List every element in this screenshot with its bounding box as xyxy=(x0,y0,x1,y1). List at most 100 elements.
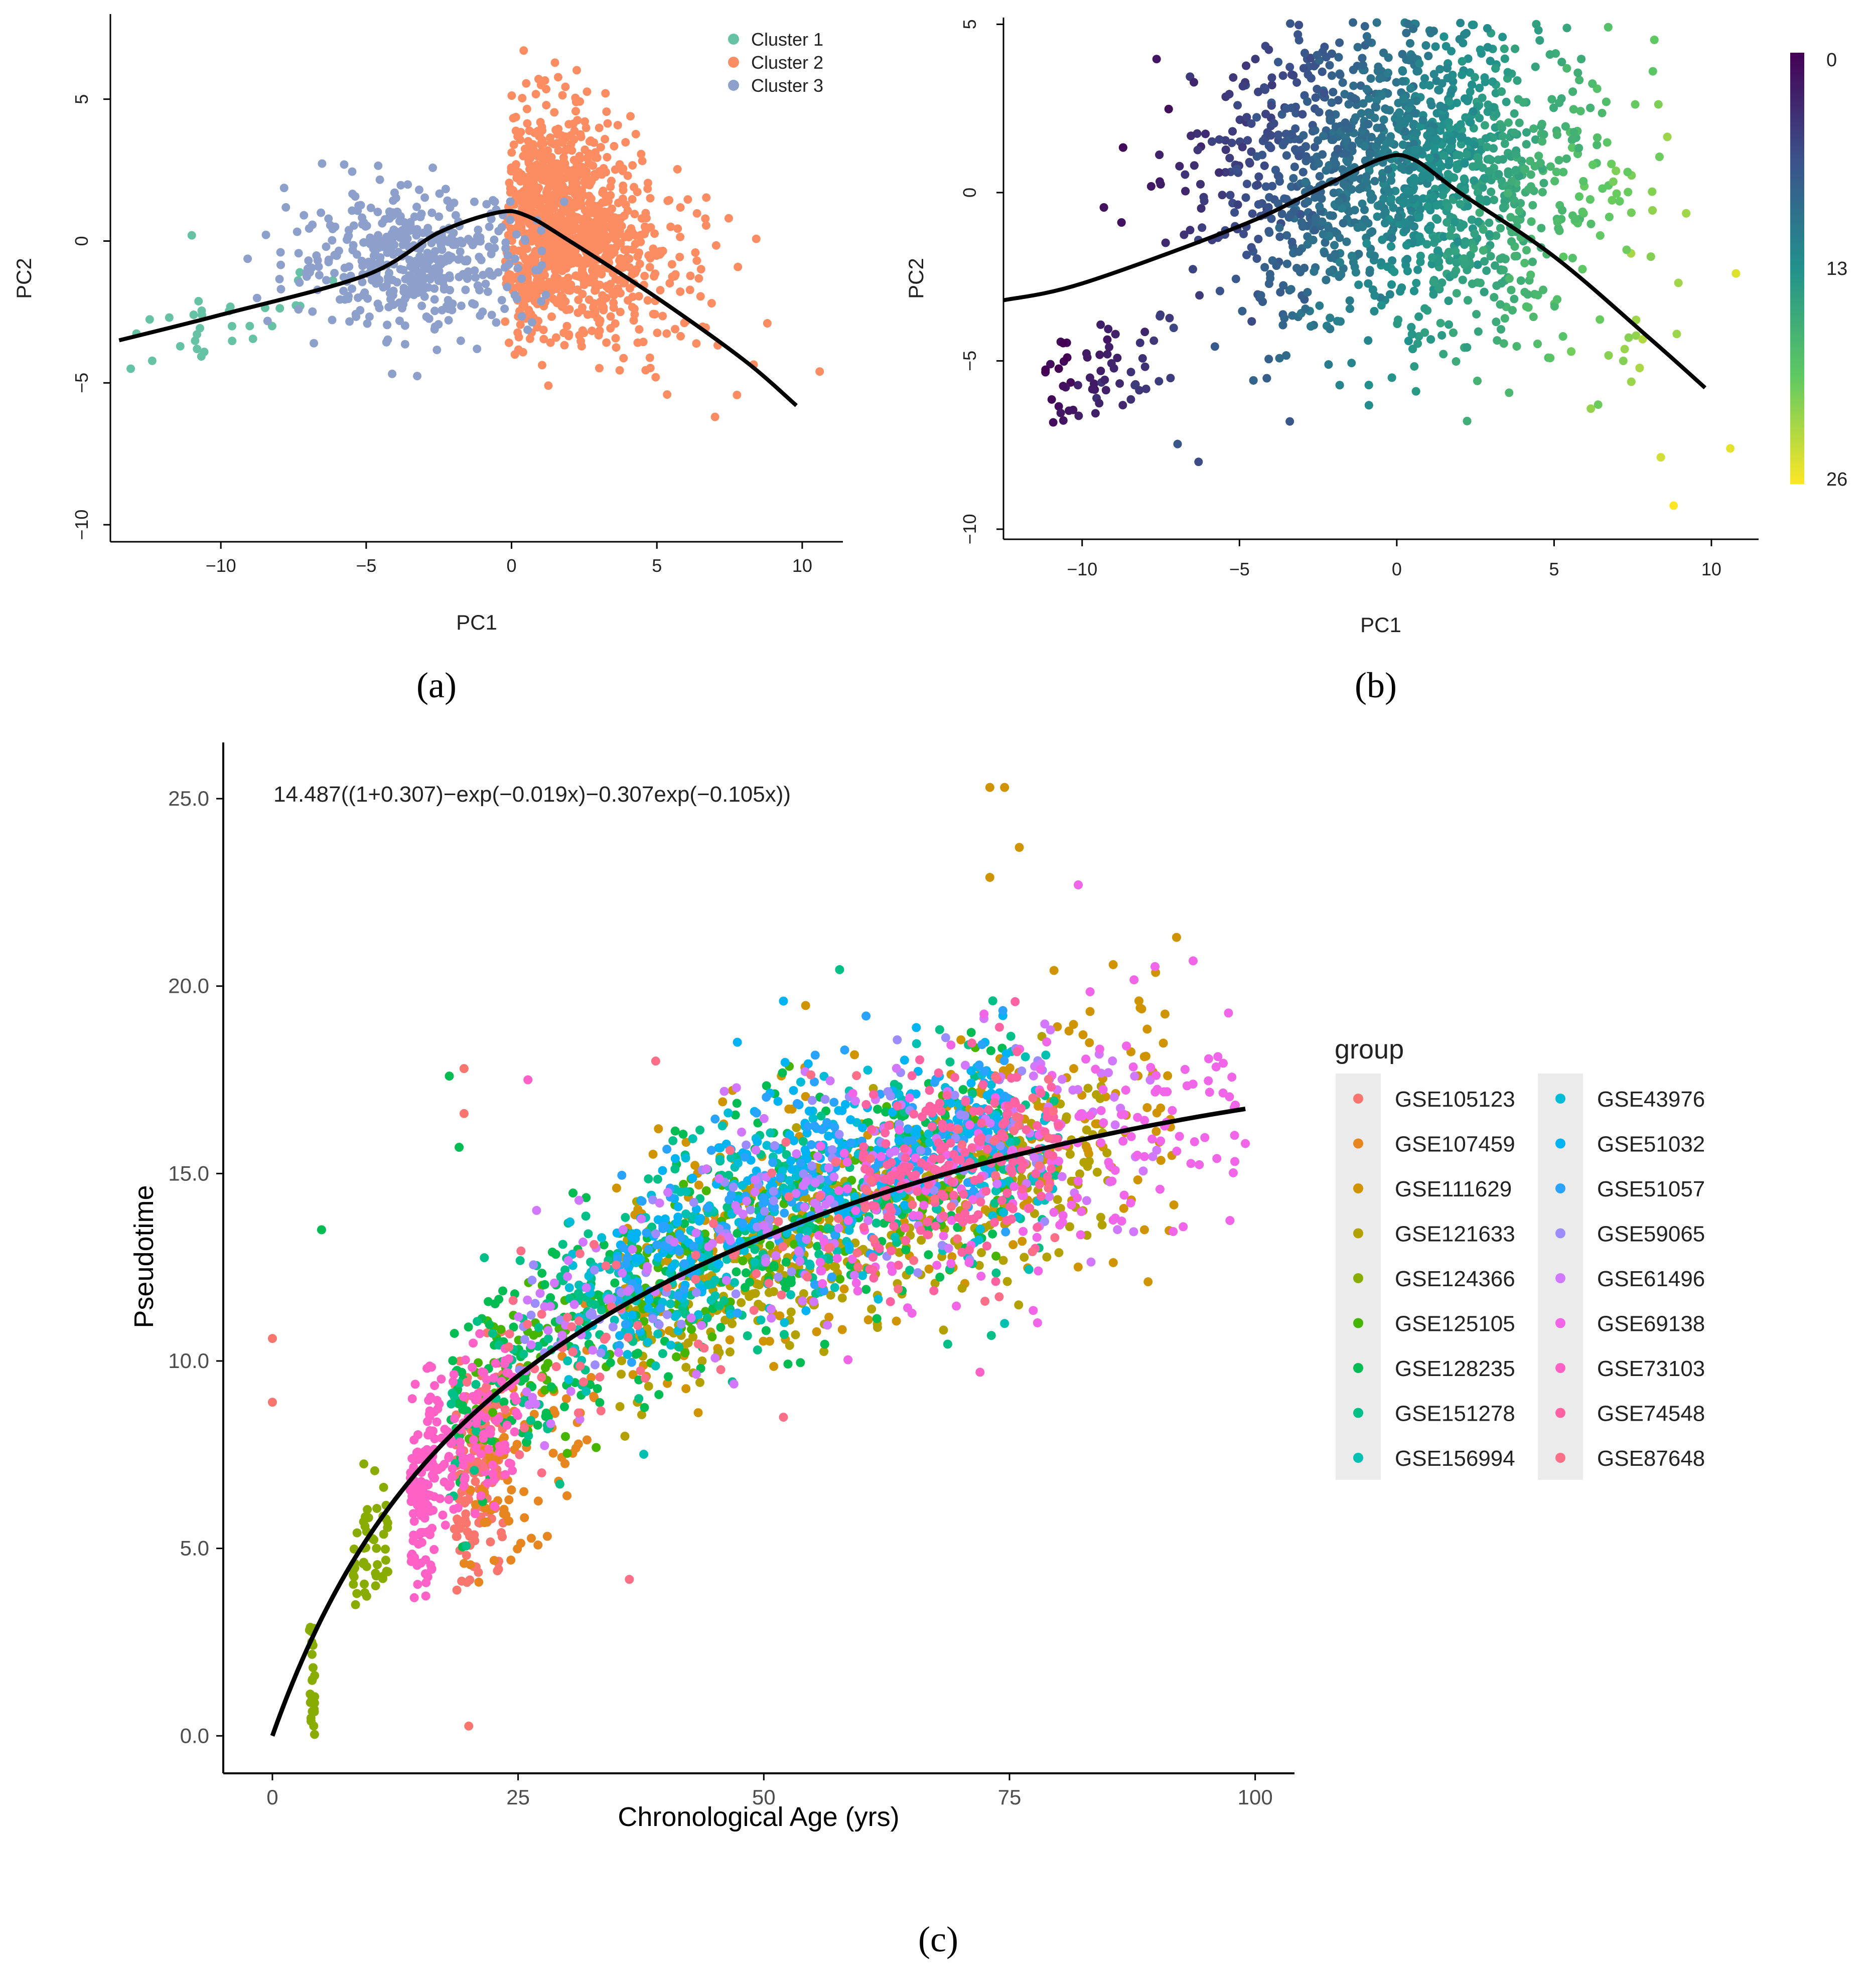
point-pseudotime xyxy=(1605,213,1614,222)
point-pseudotime xyxy=(1294,151,1304,161)
point-pseudotime xyxy=(1327,71,1336,80)
point-pseudotime xyxy=(1483,107,1492,116)
point-cluster-3 xyxy=(322,242,331,251)
point-cluster-2 xyxy=(551,333,560,342)
point-pseudotime xyxy=(1469,107,1478,116)
point-cluster-2 xyxy=(581,117,590,126)
point-pseudotime xyxy=(1372,18,1381,27)
point-pseudotime xyxy=(1328,211,1337,220)
point-cluster-2 xyxy=(590,299,599,308)
point-pseudotime xyxy=(1398,66,1407,75)
point-pseudotime xyxy=(1445,256,1454,265)
point-cluster-3 xyxy=(330,250,339,259)
point-cluster-2 xyxy=(501,317,510,326)
point-cluster-3 xyxy=(417,301,426,311)
point-cluster-2 xyxy=(692,209,701,218)
point-pseudotime xyxy=(1483,43,1492,52)
point-gse121633 xyxy=(1053,1195,1062,1204)
point-pseudotime xyxy=(1325,61,1334,70)
point-pseudotime xyxy=(1215,135,1224,144)
point-cluster-1 xyxy=(126,364,135,373)
point-cluster-2 xyxy=(542,101,551,110)
point-pseudotime xyxy=(1453,165,1462,174)
point-pseudotime xyxy=(1320,88,1329,97)
point-gse111629 xyxy=(1160,1009,1170,1019)
point-gse121633 xyxy=(725,1347,735,1357)
point-pseudotime xyxy=(1247,147,1256,156)
point-cluster-2 xyxy=(595,364,604,373)
point-cluster-3 xyxy=(444,251,453,260)
point-pseudotime xyxy=(1318,67,1327,76)
point-cluster-2 xyxy=(626,112,635,121)
point-cluster-3 xyxy=(464,234,473,243)
point-cluster-2 xyxy=(635,259,644,268)
point-pseudotime xyxy=(1445,97,1454,106)
point-gse107459 xyxy=(560,1459,570,1468)
point-gse121633 xyxy=(867,1304,877,1314)
point-cluster-3 xyxy=(503,251,512,260)
point-pseudotime xyxy=(1364,279,1373,288)
point-pseudotime xyxy=(1406,39,1415,48)
point-cluster-2 xyxy=(553,73,562,82)
point-gse111629 xyxy=(1108,960,1118,969)
point-pseudotime xyxy=(1414,213,1423,222)
point-gse111629 xyxy=(725,1335,735,1345)
colorbar-label-max: 26 xyxy=(1826,469,1847,490)
point-cluster-2 xyxy=(623,253,632,262)
point-pseudotime xyxy=(1510,128,1519,137)
point-pseudotime xyxy=(1362,172,1371,181)
point-pseudotime xyxy=(1384,53,1393,62)
point-pseudotime xyxy=(1254,87,1263,96)
point-cluster-2 xyxy=(662,329,671,338)
point-pseudotime xyxy=(1315,202,1324,211)
point-gse111629 xyxy=(1133,1175,1142,1185)
point-pseudotime xyxy=(1457,139,1466,148)
point-cluster-2 xyxy=(528,140,537,149)
point-cluster-3 xyxy=(314,262,323,271)
point-gse111629 xyxy=(839,1284,849,1294)
point-cluster-3 xyxy=(328,236,337,245)
point-pseudotime xyxy=(1088,385,1097,394)
point-pseudotime xyxy=(1354,280,1363,289)
point-pseudotime xyxy=(1409,24,1418,33)
point-cluster-2 xyxy=(562,306,571,315)
point-pseudotime xyxy=(1364,336,1373,345)
legend-label-cluster-3: Cluster 3 xyxy=(751,75,823,96)
point-gse121633 xyxy=(1054,1248,1064,1258)
point-cluster-3 xyxy=(421,261,430,270)
point-pseudotime xyxy=(1113,354,1122,363)
point-cluster-2 xyxy=(539,175,548,184)
point-pseudotime xyxy=(1186,226,1195,235)
point-pseudotime xyxy=(1460,260,1469,269)
point-cluster-2 xyxy=(724,214,733,223)
point-cluster-2 xyxy=(561,82,570,91)
point-gse111629 xyxy=(648,1149,658,1159)
legend-marker-cluster-1 xyxy=(728,34,739,45)
point-pseudotime xyxy=(1311,93,1320,102)
point-pseudotime xyxy=(1585,195,1595,204)
point-pseudotime xyxy=(1466,118,1475,127)
point-pseudotime xyxy=(1294,21,1304,30)
point-cluster-2 xyxy=(583,310,592,319)
point-pseudotime xyxy=(1403,187,1412,196)
point-pseudotime xyxy=(1387,194,1396,203)
point-cluster-2 xyxy=(675,252,684,261)
point-cluster-2 xyxy=(591,286,600,295)
point-cluster-3 xyxy=(336,295,345,304)
point-cluster-2 xyxy=(616,288,625,297)
point-pseudotime xyxy=(1407,330,1416,339)
point-gse111629 xyxy=(1018,1237,1027,1246)
point-pseudotime xyxy=(1546,162,1555,171)
point-cluster-2 xyxy=(652,249,661,258)
point-pseudotime xyxy=(1476,45,1485,54)
point-pseudotime xyxy=(1470,176,1479,185)
point-cluster-3 xyxy=(430,247,440,256)
point-pseudotime xyxy=(1282,259,1291,268)
point-cluster-2 xyxy=(519,252,528,261)
point-pseudotime xyxy=(1266,143,1275,153)
point-pseudotime xyxy=(1454,237,1463,246)
point-pseudotime xyxy=(1198,223,1207,232)
point-pseudotime xyxy=(1489,144,1498,153)
point-cluster-3 xyxy=(412,225,421,234)
point-cluster-2 xyxy=(606,324,615,333)
